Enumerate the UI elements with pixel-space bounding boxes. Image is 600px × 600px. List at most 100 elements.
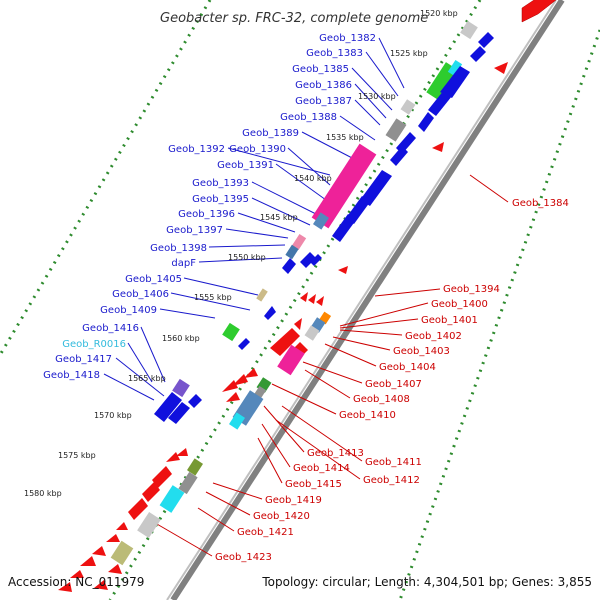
gene-label[interactable]: Geob_1413	[307, 448, 364, 459]
gene-label[interactable]: Geob_1404	[379, 362, 436, 373]
gene-label[interactable]: Geob_1392	[168, 144, 225, 155]
gene-label[interactable]: Geob_1390	[229, 144, 286, 155]
gene-arrow-reverse[interactable]	[494, 62, 508, 74]
gene-label[interactable]: Geob_1403	[393, 346, 450, 357]
gene-label[interactable]: Geob_1389	[242, 128, 299, 139]
gene-arrow-reverse[interactable]	[270, 328, 300, 356]
gene-arrow-reverse[interactable]	[108, 564, 122, 574]
gene-label[interactable]: Geob_1416	[82, 323, 139, 334]
gene-block-green[interactable]	[222, 322, 240, 342]
gene-arrow-reverse[interactable]	[166, 452, 180, 462]
gene-label[interactable]: Geob_1415	[285, 479, 342, 490]
gene-arrow-forward[interactable]	[300, 252, 316, 268]
gene-label[interactable]: Geob_1421	[237, 527, 294, 538]
gene-block-gray[interactable]	[460, 20, 478, 40]
gene-arrow-reverse[interactable]	[128, 498, 148, 520]
gene-label[interactable]: Geob_1401	[421, 315, 478, 326]
gene-label[interactable]: Geob_1407	[365, 379, 422, 390]
gene-label[interactable]: dapF	[171, 258, 196, 269]
gene-arrow-reverse[interactable]	[58, 582, 72, 592]
gene-arrow-forward[interactable]	[390, 146, 408, 166]
gene-label[interactable]: Geob_1412	[363, 475, 420, 486]
gene-label[interactable]: Geob_1417	[55, 354, 112, 365]
rna-gene-label[interactable]: Geob_R0016	[62, 339, 126, 350]
gene-label[interactable]: Geob_1418	[43, 370, 100, 381]
gene-arrow-forward[interactable]	[168, 402, 190, 424]
gene-label[interactable]: Geob_1398	[150, 243, 207, 254]
gene-arrow-reverse[interactable]	[70, 570, 84, 578]
gene-arrow-reverse[interactable]	[92, 546, 106, 556]
gene-block-tan[interactable]	[256, 288, 268, 302]
gene-label[interactable]: Geob_1408	[353, 394, 410, 405]
gene-arrow-forward[interactable]	[332, 214, 356, 242]
gene-block-pink[interactable]	[311, 143, 377, 229]
gene-block-gray[interactable]	[304, 325, 320, 341]
gene-block-gray[interactable]	[137, 511, 161, 539]
gene-arrow-reverse[interactable]	[232, 374, 248, 386]
gene-label[interactable]: Geob_1400	[431, 299, 488, 310]
gene-label[interactable]: Geob_1414	[293, 463, 350, 474]
gene-label[interactable]: Geob_1419	[265, 495, 322, 506]
gene-arrow-forward[interactable]	[360, 170, 392, 206]
gene-arrow-reverse[interactable]	[152, 466, 172, 488]
gene-arrow-reverse[interactable]	[176, 448, 188, 456]
gene-label[interactable]: Geob_1385	[292, 64, 349, 75]
gene-label[interactable]: Geob_1393	[192, 178, 249, 189]
gene-arrow-reverse[interactable]	[308, 294, 316, 304]
gene-arrow-forward[interactable]	[238, 338, 250, 350]
gene-arrow-forward[interactable]	[282, 258, 296, 274]
gene-label[interactable]: Geob_1387	[295, 96, 352, 107]
gene-arrow-reverse[interactable]	[244, 368, 258, 378]
gene-label[interactable]: Geob_1409	[100, 305, 157, 316]
gene-arrow-forward[interactable]	[188, 394, 202, 408]
gene-arrow-forward[interactable]	[310, 254, 322, 266]
gene-block-cyan[interactable]	[228, 412, 246, 430]
gene-arrow-reverse[interactable]	[226, 392, 240, 402]
gene-arrow-reverse[interactable]	[142, 482, 160, 502]
gene-label[interactable]: Geob_1423	[215, 552, 272, 563]
gene-label[interactable]: Geob_1388	[280, 112, 337, 123]
gene-label[interactable]: Geob_1396	[178, 209, 235, 220]
gene-arrow-reverse[interactable]	[316, 296, 324, 306]
gene-block-gray[interactable]	[400, 99, 416, 115]
gene-arrow-forward[interactable]	[418, 112, 434, 132]
gene-block-cyan[interactable]	[159, 485, 185, 513]
gene-label[interactable]: Geob_1382	[319, 33, 376, 44]
gene-label[interactable]: Geob_1410	[339, 410, 396, 421]
gene-label[interactable]: Geob_1384	[512, 198, 569, 209]
gene-label[interactable]: Geob_1402	[405, 331, 462, 342]
gene-label[interactable]: Geob_1397	[166, 225, 223, 236]
gene-arrow-reverse[interactable]	[432, 142, 444, 152]
gene-block-cyan[interactable]	[447, 59, 463, 77]
gene-label[interactable]: Geob_1383	[306, 48, 363, 59]
gene-label[interactable]: Geob_1406	[112, 289, 169, 300]
gene-arrow-reverse[interactable]	[300, 292, 308, 302]
gene-label[interactable]: Geob_1394	[443, 284, 500, 295]
gene-arrow-forward[interactable]	[521, 0, 557, 23]
gene-arrow-reverse[interactable]	[338, 266, 348, 274]
gene-block-pink[interactable]	[277, 344, 305, 376]
gene-arrow-forward[interactable]	[478, 32, 494, 48]
gene-label[interactable]: Geob_1411	[365, 457, 422, 468]
gene-arrow-reverse[interactable]	[294, 318, 302, 330]
gene-arrow-reverse[interactable]	[116, 522, 128, 530]
gene-block-purple[interactable]	[172, 378, 190, 398]
gene-arrow-forward[interactable]	[428, 90, 452, 116]
gene-arrow-reverse[interactable]	[80, 556, 96, 566]
gene-label[interactable]: Geob_1420	[253, 511, 310, 522]
gene-block-gray[interactable]	[178, 471, 198, 495]
gene-label[interactable]: Geob_1391	[217, 160, 274, 171]
gene-arrow-reverse[interactable]	[94, 580, 108, 590]
gene-arrow-forward[interactable]	[470, 46, 486, 62]
gene-block-olive[interactable]	[186, 458, 204, 476]
gene-block-gray[interactable]	[385, 118, 407, 142]
gene-block-steel[interactable]	[312, 212, 330, 230]
gene-label[interactable]: Geob_1395	[192, 194, 249, 205]
gene-arrow-reverse[interactable]	[106, 534, 120, 542]
gene-block-pink[interactable]	[291, 233, 307, 251]
gene-label[interactable]: Geob_1405	[125, 274, 182, 285]
gene-arrow-forward[interactable]	[440, 66, 470, 98]
gene-arrow-forward[interactable]	[264, 306, 276, 320]
gene-arrow-reverse[interactable]	[222, 380, 238, 392]
gene-label[interactable]: Geob_1386	[295, 80, 352, 91]
